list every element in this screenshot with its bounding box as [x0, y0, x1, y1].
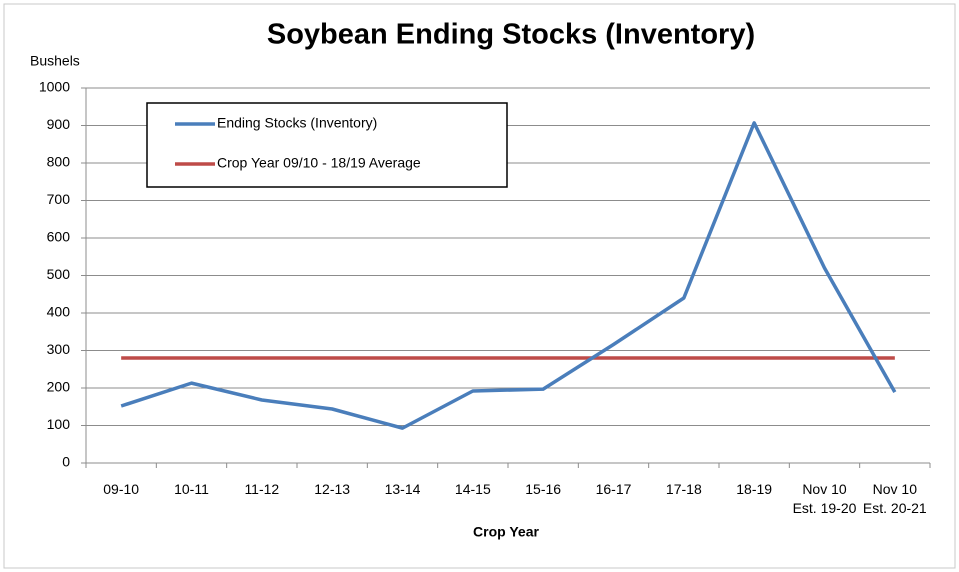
- y-axis-title: Bushels: [30, 53, 80, 69]
- chart-title: Soybean Ending Stocks (Inventory): [267, 19, 755, 51]
- y-tick-label: 1000: [39, 79, 70, 95]
- legend-label: Crop Year 09/10 - 18/19 Average: [217, 155, 421, 171]
- legend-box: [146, 102, 508, 188]
- y-tick-label: 800: [47, 154, 71, 170]
- x-tick-label: 09-10: [103, 481, 140, 497]
- x-tick-label: 16-17: [595, 481, 632, 497]
- chart-border: [3, 3, 956, 569]
- y-tick-label: 0: [62, 454, 70, 470]
- x-tick-label: 14-15: [454, 481, 491, 497]
- y-tick-label: 400: [47, 304, 71, 320]
- x-tick-label: 12-13: [314, 481, 351, 497]
- y-tick-label: 200: [47, 379, 71, 395]
- y-tick-label: 300: [47, 341, 71, 357]
- y-tick-label: 100: [47, 416, 71, 432]
- x-tick-label: Nov 10 Est. 20-21: [862, 481, 927, 516]
- x-tick-label: 17-18: [665, 481, 702, 497]
- x-tick-label: 18-19: [736, 481, 773, 497]
- legend-label: Ending Stocks (Inventory): [217, 115, 377, 131]
- x-tick-label: 15-16: [525, 481, 562, 497]
- x-tick-label: Nov 10 Est. 19-20: [792, 481, 857, 516]
- x-tick-label: 13-14: [384, 481, 421, 497]
- y-tick-label: 900: [47, 116, 71, 132]
- line-series: [120, 121, 897, 430]
- x-axis-title: Crop Year: [473, 524, 539, 540]
- x-tick-label: 11-12: [244, 481, 280, 497]
- y-tick-label: 500: [47, 266, 71, 282]
- y-tick-label: 700: [47, 191, 71, 207]
- x-tick-label: 10-11: [174, 481, 209, 497]
- y-tick-label: 600: [47, 229, 71, 245]
